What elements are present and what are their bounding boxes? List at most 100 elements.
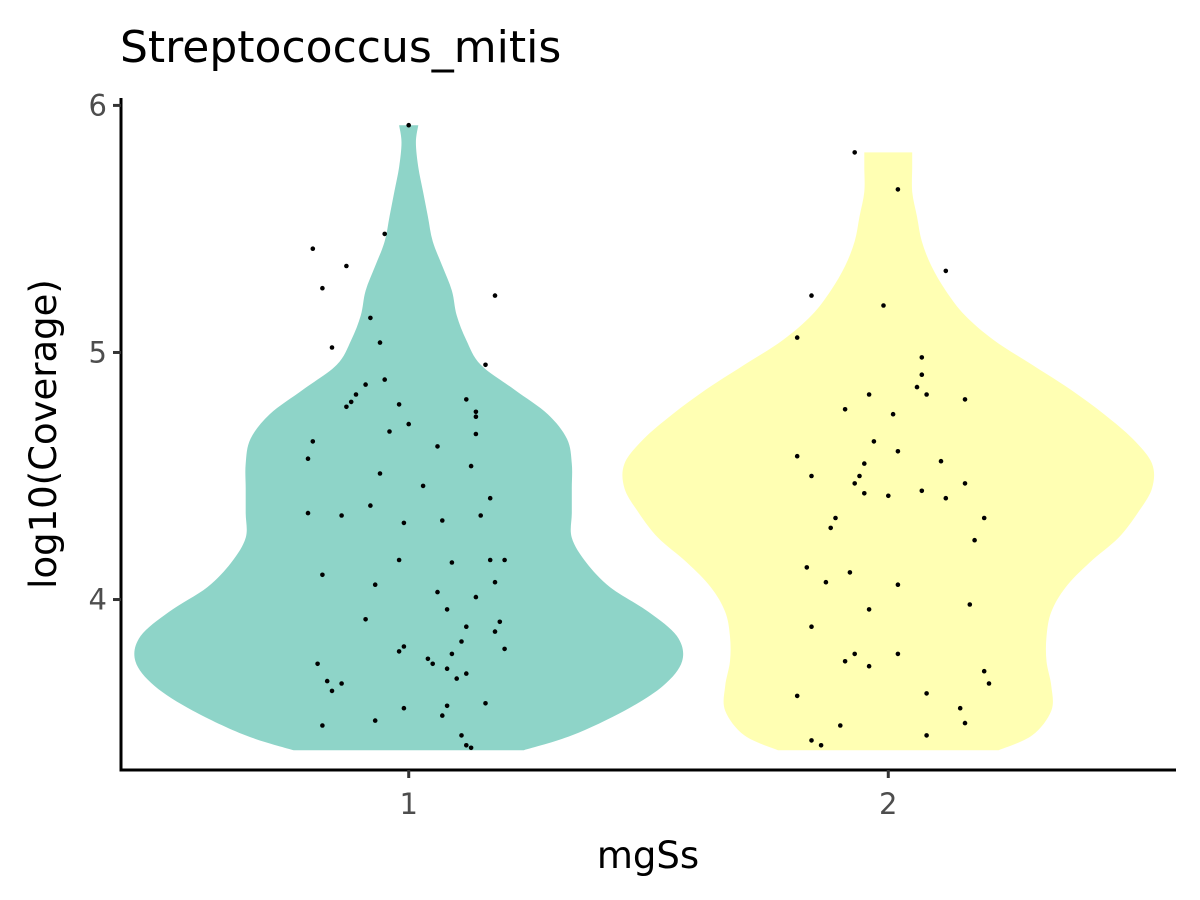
data-point-2-20 [857, 473, 862, 479]
data-point-1-53 [425, 656, 431, 662]
data-point-1-32 [440, 518, 445, 523]
data-point-1-70 [468, 745, 474, 751]
data-point-2-9 [924, 392, 929, 397]
violin-2 [622, 152, 1155, 751]
data-point-1-2 [320, 285, 325, 291]
data-point-2-13 [890, 411, 896, 417]
data-point-1-24 [468, 463, 474, 469]
data-point-1-44 [363, 617, 368, 622]
data-point-1-42 [473, 594, 479, 600]
data-point-1-45 [497, 619, 503, 625]
x-tick-label-2: 2 [879, 787, 897, 821]
data-point-2-51 [818, 743, 824, 748]
data-point-1-19 [473, 431, 479, 437]
data-point-1-60 [339, 681, 344, 686]
data-point-2-18 [862, 461, 867, 466]
plot-area [134, 122, 1155, 751]
data-point-2-34 [895, 582, 901, 587]
data-point-1-58 [454, 676, 460, 681]
data-point-2-32 [847, 570, 853, 575]
data-point-2-36 [866, 607, 872, 612]
data-point-1-47 [492, 629, 498, 634]
data-point-1-1 [382, 231, 388, 237]
data-point-1-43 [444, 607, 450, 612]
data-point-1-30 [339, 513, 344, 518]
data-point-2-33 [823, 579, 829, 585]
data-point-2-38 [852, 651, 857, 657]
data-point-2-42 [981, 668, 987, 674]
data-point-1-22 [435, 444, 440, 449]
data-point-2-40 [842, 659, 848, 664]
data-point-2-22 [962, 481, 968, 486]
data-point-2-21 [852, 481, 857, 486]
y-axis-ticks: 4 5 6 [89, 88, 121, 617]
data-point-1-15 [464, 397, 469, 402]
data-point-1-31 [478, 513, 484, 518]
data-point-2-10 [866, 392, 872, 397]
data-point-2-39 [895, 651, 901, 657]
data-point-1-61 [329, 688, 335, 694]
data-point-1-37 [449, 560, 455, 565]
data-point-1-0 [310, 246, 316, 251]
data-point-2-29 [828, 525, 833, 531]
data-point-1-71 [406, 122, 412, 128]
data-point-2-50 [809, 738, 814, 743]
x-axis-title: mgSs [597, 834, 699, 877]
data-point-2-28 [833, 515, 838, 521]
data-point-1-68 [459, 733, 464, 738]
data-point-1-34 [487, 557, 493, 563]
data-point-1-54 [430, 661, 436, 667]
data-point-2-3 [809, 293, 814, 298]
y-tick-label-5: 5 [89, 335, 107, 369]
data-point-2-7 [919, 372, 925, 378]
data-point-2-25 [886, 493, 891, 499]
data-point-2-16 [794, 453, 800, 459]
data-point-2-44 [924, 691, 929, 696]
data-point-2-23 [919, 488, 925, 494]
data-point-1-38 [320, 572, 325, 578]
data-point-2-27 [981, 515, 987, 521]
data-point-1-3 [492, 293, 498, 298]
data-point-2-19 [809, 473, 814, 479]
data-point-2-5 [794, 335, 800, 340]
data-point-2-14 [871, 439, 877, 444]
data-point-1-57 [464, 671, 469, 676]
data-point-1-6 [377, 340, 383, 345]
data-point-1-52 [449, 651, 455, 657]
y-tick-label-6: 6 [89, 88, 107, 122]
data-point-2-8 [914, 384, 920, 390]
data-point-1-4 [344, 263, 349, 269]
data-point-1-40 [372, 582, 378, 587]
data-point-1-29 [305, 510, 311, 516]
data-point-2-43 [986, 681, 992, 686]
data-point-1-33 [401, 520, 407, 526]
chart-title: Streptococcus_mitis [120, 22, 561, 73]
data-point-2-35 [967, 602, 973, 607]
data-point-1-64 [444, 703, 450, 709]
data-point-1-26 [420, 483, 426, 489]
data-point-1-55 [315, 661, 320, 667]
data-point-1-69 [464, 743, 469, 748]
data-point-2-46 [957, 705, 963, 711]
data-point-1-17 [473, 409, 479, 415]
violin-1 [134, 125, 684, 751]
data-point-1-48 [459, 639, 464, 644]
data-point-1-39 [492, 579, 498, 585]
data-point-2-6 [919, 355, 925, 360]
data-point-1-25 [377, 471, 383, 476]
data-point-1-13 [344, 404, 349, 410]
data-point-2-37 [809, 624, 814, 629]
data-point-1-9 [483, 362, 488, 368]
data-point-1-51 [396, 649, 402, 654]
data-point-1-27 [487, 495, 493, 501]
data-point-1-59 [324, 678, 330, 684]
data-point-1-8 [382, 377, 388, 382]
data-point-2-2 [943, 268, 949, 274]
data-point-1-35 [502, 557, 507, 563]
data-point-1-18 [406, 421, 412, 427]
data-point-1-11 [353, 392, 359, 397]
data-point-1-65 [372, 718, 378, 723]
data-point-1-50 [401, 644, 407, 649]
data-point-2-15 [895, 449, 901, 454]
